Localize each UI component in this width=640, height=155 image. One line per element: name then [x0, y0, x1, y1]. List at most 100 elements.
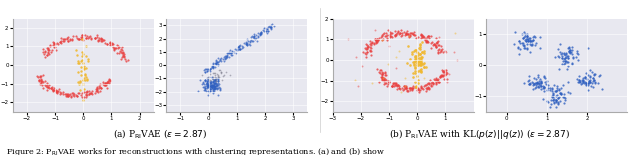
Point: [563, 61, 573, 64]
Point: [513, 52, 524, 55]
Point: [209, 62, 220, 64]
Point: [45, 87, 56, 89]
Point: [534, 83, 544, 86]
Point: [426, 85, 436, 87]
Point: [207, 84, 218, 86]
Point: [409, 64, 419, 66]
Point: [66, 95, 76, 98]
Point: [203, 79, 213, 81]
Point: [60, 38, 70, 40]
Point: [253, 34, 263, 37]
Point: [435, 76, 445, 78]
Point: [383, 29, 393, 31]
Point: [401, 32, 412, 34]
Point: [438, 51, 449, 53]
Point: [541, 89, 552, 91]
Point: [371, 38, 381, 41]
Point: [208, 72, 218, 75]
Point: [211, 78, 221, 81]
Point: [515, 40, 525, 42]
Point: [510, 31, 520, 34]
Point: [437, 48, 447, 51]
Point: [74, 62, 84, 64]
Point: [371, 40, 381, 42]
Point: [401, 85, 411, 88]
Point: [204, 80, 214, 82]
Point: [72, 81, 83, 83]
Point: [418, 63, 428, 65]
Point: [411, 84, 421, 87]
Point: [420, 38, 430, 40]
Point: [396, 29, 406, 32]
Point: [73, 59, 83, 62]
Point: [208, 91, 218, 94]
Point: [204, 86, 214, 88]
Point: [538, 98, 548, 101]
Point: [431, 78, 441, 80]
Point: [560, 54, 570, 57]
Point: [419, 51, 429, 54]
Point: [219, 74, 229, 76]
Point: [588, 74, 598, 77]
Point: [435, 75, 445, 77]
Point: [564, 52, 575, 54]
Point: [51, 89, 61, 91]
Point: [515, 48, 525, 50]
Point: [376, 77, 387, 80]
Point: [203, 83, 213, 86]
Point: [415, 61, 426, 64]
Point: [202, 84, 212, 87]
Point: [71, 35, 81, 37]
Point: [362, 46, 372, 48]
Point: [410, 81, 420, 84]
Point: [204, 84, 214, 87]
Point: [48, 90, 58, 93]
Point: [574, 75, 584, 78]
Point: [365, 49, 375, 52]
Point: [208, 85, 218, 88]
Point: [536, 85, 547, 87]
Point: [551, 106, 561, 109]
Point: [539, 90, 549, 92]
Point: [409, 61, 419, 64]
Point: [387, 32, 397, 35]
Point: [206, 88, 216, 90]
Point: [205, 87, 216, 90]
Point: [81, 78, 92, 80]
Point: [34, 79, 44, 81]
Point: [44, 84, 54, 86]
Point: [78, 99, 88, 102]
Point: [213, 75, 223, 78]
Point: [95, 38, 106, 40]
Point: [442, 78, 452, 81]
Point: [377, 74, 387, 76]
Point: [528, 39, 538, 42]
Point: [255, 32, 266, 35]
Point: [215, 87, 225, 89]
Point: [424, 35, 434, 37]
Point: [416, 34, 426, 36]
Point: [383, 80, 393, 82]
Point: [207, 65, 218, 68]
Point: [212, 80, 223, 83]
Point: [108, 46, 118, 48]
Point: [403, 89, 413, 92]
Point: [241, 42, 251, 45]
Point: [204, 84, 214, 86]
Point: [548, 99, 559, 101]
Point: [93, 38, 104, 41]
Point: [86, 90, 97, 93]
Point: [531, 41, 541, 44]
Point: [433, 81, 443, 83]
Point: [210, 76, 220, 78]
Point: [215, 89, 225, 92]
Point: [40, 79, 51, 82]
Point: [424, 36, 434, 39]
Point: [227, 53, 237, 56]
Point: [35, 75, 45, 77]
Point: [412, 63, 422, 66]
Point: [84, 90, 94, 93]
Point: [440, 72, 450, 75]
Point: [400, 77, 410, 79]
Point: [205, 85, 216, 87]
